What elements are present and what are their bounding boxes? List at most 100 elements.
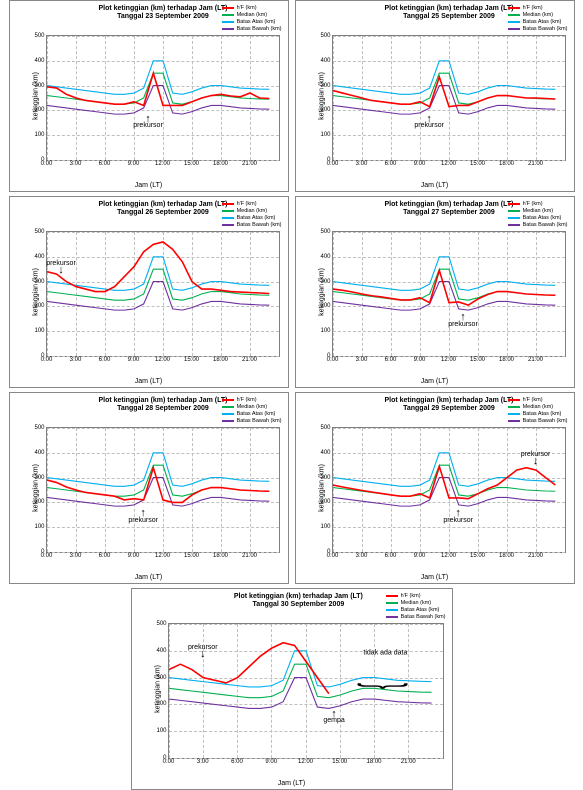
- y-tick: 500: [320, 33, 332, 39]
- x-axis-label: Jam (LT): [296, 574, 574, 581]
- x-tick: 6:00: [99, 160, 111, 167]
- x-tick: 15:00: [470, 356, 485, 363]
- legend-swatch: [222, 28, 234, 30]
- title-line2: Tanggal 29 September 2009: [403, 405, 495, 412]
- y-tick: 300: [34, 475, 46, 481]
- annotation-text: prekursor: [188, 644, 218, 651]
- annotation: prekursor↓: [188, 644, 218, 658]
- brace-icon: }: [354, 683, 417, 689]
- y-tick: 300: [34, 83, 46, 89]
- y-tick: 200: [320, 107, 332, 113]
- line-layer: [47, 232, 279, 356]
- x-tick: 15:00: [184, 160, 199, 167]
- legend-label: Batas Bawah (km): [523, 222, 568, 229]
- x-tick: 9:00: [414, 552, 426, 559]
- legend-label: Batas Atas (km): [237, 19, 276, 26]
- series-hf: [333, 270, 555, 305]
- legend-swatch: [222, 21, 234, 23]
- legend-item: Median (km): [386, 600, 446, 607]
- arrow-up-icon: ↑: [448, 314, 478, 321]
- legend-swatch: [508, 14, 520, 16]
- x-tick: 9:00: [128, 356, 140, 363]
- x-tick: 21:00: [528, 552, 543, 559]
- legend-label: h'F (km): [523, 201, 543, 208]
- arrow-up-icon: ↑: [323, 711, 344, 718]
- legend-swatch: [222, 406, 234, 408]
- legend-item: h'F (km): [508, 397, 568, 404]
- x-tick: 3:00: [356, 160, 368, 167]
- x-tick: 9:00: [414, 356, 426, 363]
- legend-item: Batas Bawah (km): [222, 26, 282, 33]
- legend: h'F (km)Median (km)Batas Atas (km)Batas …: [508, 201, 568, 229]
- x-tick: 3:00: [70, 356, 82, 363]
- chart-title: Plot ketinggian (km) terhadap Jam (LT)Ta…: [98, 201, 227, 216]
- legend-label: Batas Atas (km): [237, 411, 276, 418]
- legend-label: Median (km): [237, 208, 268, 215]
- plot-area: 01002003004005000:003:006:009:0012:0015:…: [46, 231, 280, 357]
- title-line2: Tanggal 28 September 2009: [117, 405, 209, 412]
- arrow-down-icon: ↓: [188, 651, 218, 658]
- series-hf: [47, 73, 269, 105]
- y-tick: 400: [320, 254, 332, 260]
- title-line1: Plot ketinggian (km) terhadap Jam (LT): [384, 397, 513, 404]
- y-tick: 500: [320, 229, 332, 235]
- y-tick: 100: [156, 728, 168, 734]
- y-tick: 200: [320, 499, 332, 505]
- x-tick: 6:00: [385, 160, 397, 167]
- x-tick: 9:00: [128, 160, 140, 167]
- x-axis-label: Jam (LT): [10, 182, 288, 189]
- legend-swatch: [222, 224, 234, 226]
- title-line2: Tanggal 25 September 2009: [403, 13, 495, 20]
- panel-row: Plot ketinggian (km) terhadap Jam (LT)Ta…: [0, 196, 583, 388]
- x-tick: 21:00: [401, 758, 416, 765]
- legend-swatch: [508, 21, 520, 23]
- legend-item: h'F (km): [222, 201, 282, 208]
- arrow-down-icon: ↓: [46, 267, 76, 274]
- legend-swatch: [508, 399, 520, 401]
- legend: h'F (km)Median (km)Batas Atas (km)Batas …: [508, 5, 568, 33]
- x-tick: 18:00: [499, 356, 514, 363]
- x-tick: 0:00: [41, 552, 53, 559]
- x-tick: 9:00: [414, 160, 426, 167]
- series-upper: [47, 257, 269, 290]
- title-line2: Tanggal 26 September 2009: [117, 209, 209, 216]
- chart-title: Plot ketinggian (km) terhadap Jam (LT)Ta…: [98, 397, 227, 412]
- legend-item: Batas Bawah (km): [508, 222, 568, 229]
- line-layer: [333, 36, 565, 160]
- legend-swatch: [222, 420, 234, 422]
- annotation: ↑prekursor: [448, 314, 478, 328]
- x-tick: 12:00: [441, 160, 456, 167]
- legend-item: Batas Atas (km): [222, 19, 282, 26]
- legend-swatch: [508, 203, 520, 205]
- plot-area: 01002003004005000:003:006:009:0012:0015:…: [332, 427, 566, 553]
- panel-grid: Plot ketinggian (km) terhadap Jam (LT)Ta…: [0, 0, 583, 790]
- annotation: prekursor↓: [521, 451, 551, 465]
- y-tick: 500: [34, 33, 46, 39]
- x-axis-label: Jam (LT): [296, 182, 574, 189]
- x-tick: 3:00: [70, 552, 82, 559]
- legend-item: Batas Bawah (km): [508, 26, 568, 33]
- y-tick: 300: [34, 279, 46, 285]
- y-tick: 300: [320, 279, 332, 285]
- annotation-text: prekursor: [128, 517, 158, 524]
- x-tick: 6:00: [99, 552, 111, 559]
- plot-area: 01002003004005000:003:006:009:0012:0015:…: [46, 35, 280, 161]
- x-tick: 0:00: [327, 552, 339, 559]
- legend-swatch: [222, 7, 234, 9]
- legend-swatch: [222, 203, 234, 205]
- legend-label: Batas Atas (km): [401, 607, 440, 614]
- legend-label: h'F (km): [237, 201, 257, 208]
- x-axis-label: Jam (LT): [10, 378, 288, 385]
- x-tick: 15:00: [332, 758, 347, 765]
- y-tick: 300: [320, 475, 332, 481]
- y-tick: 500: [320, 425, 332, 431]
- x-tick: 21:00: [242, 160, 257, 167]
- x-tick: 0:00: [41, 160, 53, 167]
- y-tick: 100: [320, 524, 332, 530]
- x-tick: 0:00: [163, 758, 175, 765]
- x-tick: 21:00: [242, 356, 257, 363]
- chart-title: Plot ketinggian (km) terhadap Jam (LT)Ta…: [384, 201, 513, 216]
- legend-item: Median (km): [222, 404, 282, 411]
- legend-item: Batas Bawah (km): [508, 418, 568, 425]
- series-median: [169, 664, 432, 698]
